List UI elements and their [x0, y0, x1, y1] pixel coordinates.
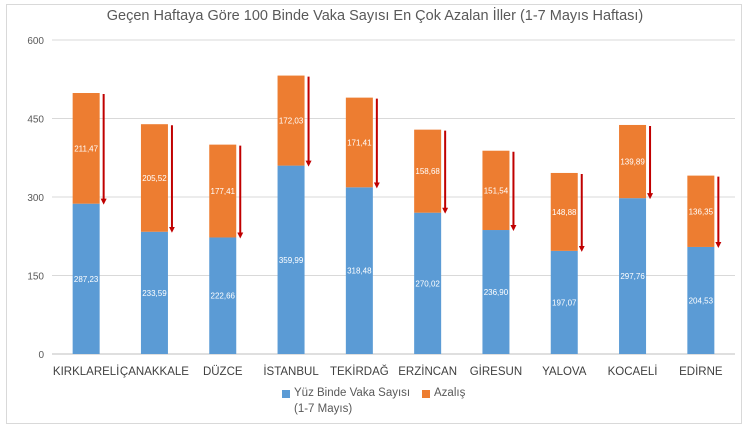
data-label-vaka: 222,66 — [211, 292, 236, 301]
chart-title: Geçen Haftaya Göre 100 Binde Vaka Sayısı… — [106, 8, 644, 24]
x-tick-label: KIRKLARELİ — [53, 365, 119, 378]
legend-swatch-blue — [282, 390, 290, 398]
bar-azalis — [550, 172, 578, 251]
x-tick-label: YALOVA — [542, 366, 587, 378]
x-tick-label: EDİRNE — [679, 365, 723, 378]
data-label-vaka: 236,90 — [484, 288, 509, 297]
data-label-azalis: 171,41 — [347, 138, 372, 147]
data-label-azalis: 158,68 — [415, 167, 440, 176]
data-label-azalis: 139,89 — [620, 158, 645, 167]
data-label-vaka: 197,07 — [552, 298, 577, 307]
data-label-vaka: 287,23 — [74, 275, 99, 284]
data-label-azalis: 205,52 — [142, 174, 167, 183]
bar-azalis — [277, 75, 305, 166]
x-tick-label: İSTANBUL — [263, 365, 319, 378]
bar-vaka — [277, 165, 305, 354]
data-label-vaka: 204,53 — [689, 296, 714, 305]
bar-azalis — [619, 124, 647, 199]
bar-vaka — [619, 198, 647, 354]
legend-label-azalis: Azalış — [434, 387, 466, 399]
bar-vaka — [209, 237, 237, 354]
bar-vaka — [345, 187, 373, 354]
data-label-vaka: 297,76 — [620, 272, 645, 281]
bar-vaka — [72, 203, 100, 354]
bar-vaka — [140, 231, 168, 354]
bar-azalis — [482, 150, 510, 231]
data-label-azalis: 177,41 — [211, 187, 236, 196]
bar-azalis — [345, 97, 373, 188]
data-label-azalis: 148,88 — [552, 208, 577, 217]
x-tick-label: KOCAELİ — [608, 365, 658, 378]
data-label-vaka: 359,99 — [279, 256, 304, 265]
bar-azalis — [687, 175, 715, 247]
y-tick-label: 300 — [27, 193, 44, 204]
y-tick-label: 450 — [27, 115, 44, 126]
y-tick-label: 0 — [38, 350, 44, 361]
x-tick-label: DÜZCE — [203, 366, 243, 378]
legend-swatch-orange — [422, 390, 430, 398]
bar-azalis — [140, 124, 168, 232]
data-label-azalis: 136,35 — [689, 207, 714, 216]
bar-azalis — [414, 129, 442, 213]
y-tick-label: 150 — [27, 272, 44, 283]
x-tick-label: GİRESUN — [470, 365, 522, 378]
x-tick-label: TEKİRDAĞ — [330, 365, 389, 378]
legend-label-vaka: Yüz Binde Vaka Sayısı — [294, 387, 411, 399]
bar-azalis — [209, 144, 237, 238]
data-label-vaka: 318,48 — [347, 267, 372, 276]
data-label-azalis: 172,03 — [279, 117, 304, 126]
x-tick-label: ÇANAKKALE — [120, 366, 189, 378]
data-label-vaka: 233,59 — [142, 289, 167, 298]
bar-vaka — [550, 250, 578, 354]
x-tick-label: ERZİNCAN — [398, 365, 457, 378]
bar-vaka — [482, 230, 510, 354]
data-label-azalis: 151,54 — [484, 186, 509, 195]
bar-vaka — [687, 246, 715, 354]
data-label-vaka: 270,02 — [415, 279, 440, 288]
legend-label-vaka-period: (1-7 Mayıs) — [294, 403, 353, 415]
data-label-azalis: 211,47 — [74, 144, 98, 153]
bar-azalis — [72, 93, 100, 204]
bar-vaka — [414, 212, 442, 354]
y-tick-label: 600 — [27, 36, 44, 47]
